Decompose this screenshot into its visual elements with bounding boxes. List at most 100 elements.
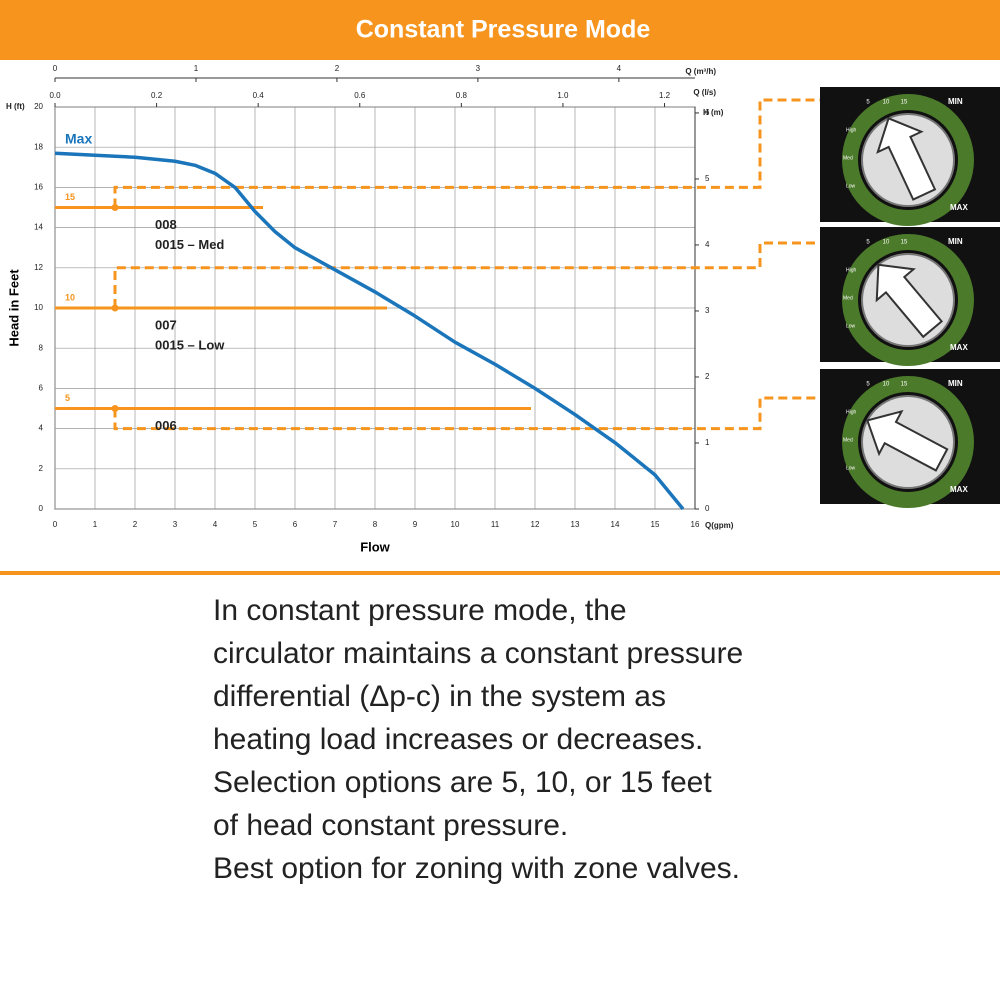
dial: MIN MAX High Med Low 5 10 15 <box>820 369 1000 508</box>
x3-tick-label: 0.8 <box>456 91 468 100</box>
x-tick-label: 3 <box>173 520 178 529</box>
dial-low: Low <box>846 323 856 329</box>
x2-tick-label: 2 <box>335 64 340 73</box>
band-connector <box>113 241 890 308</box>
description-line: differential (Δp-c) in the system as <box>213 680 666 713</box>
y-axis-title: Head in Feet <box>6 269 21 347</box>
x-tick-label: 16 <box>691 520 700 529</box>
band-connector <box>113 98 910 208</box>
dial-min: MIN <box>948 379 963 388</box>
dial-setting: 15 <box>901 382 908 388</box>
band-connector <box>113 396 870 431</box>
x2-tick-label: 1 <box>194 64 199 73</box>
x-tick-label: 11 <box>491 520 500 529</box>
x2-tick-label: 3 <box>476 64 481 73</box>
y-tick-label: 0 <box>39 504 44 513</box>
dial: MIN MAX High Med Low 5 10 15 <box>820 227 1000 366</box>
dial-setting: 5 <box>866 240 870 246</box>
dial-setting: 10 <box>883 382 890 388</box>
x3-unit-label: Q (l/s) <box>693 88 716 97</box>
x-tick-label: 12 <box>531 520 540 529</box>
dial-low: Low <box>846 183 856 189</box>
dial-setting: 15 <box>901 100 908 106</box>
level-label: 5 <box>65 393 70 403</box>
x-tick-label: 4 <box>213 520 218 529</box>
dial-pointer <box>875 263 944 339</box>
dial-max: MAX <box>950 203 968 212</box>
dial-high: High <box>846 267 857 273</box>
y-tick-label: 6 <box>39 384 44 393</box>
x-tick-label: 1 <box>93 520 98 529</box>
x-tick-label: 2 <box>133 520 138 529</box>
description-line: of head constant pressure. <box>213 809 568 842</box>
y-tick-label: 20 <box>34 102 43 111</box>
y2-tick-label: 3 <box>705 306 710 315</box>
model-label: 006 <box>155 418 177 433</box>
x-tick-label: 15 <box>651 520 660 529</box>
x-axis-title: Flow <box>360 539 390 554</box>
x-tick-label: 7 <box>333 520 338 529</box>
dial-low: Low <box>846 465 856 471</box>
dial-pointer <box>866 409 949 472</box>
x2-unit-label: Q (m³/h) <box>685 67 716 76</box>
dial-ring <box>842 376 974 508</box>
dial-ring <box>842 234 974 366</box>
x-tick-label: 5 <box>253 520 258 529</box>
x-tick-label: 9 <box>413 520 418 529</box>
dial-max: MAX <box>950 343 968 352</box>
dial-med: Med <box>843 295 853 301</box>
x3-tick-label: 0.2 <box>151 91 163 100</box>
x-unit-label: Q(gpm) <box>705 521 734 530</box>
dial-setting: 15 <box>901 240 908 246</box>
description-line: heating load increases or decreases. <box>213 723 703 756</box>
dial-setting: 10 <box>883 240 890 246</box>
x3-tick-label: 0.4 <box>253 91 265 100</box>
dial-med: Med <box>843 437 853 443</box>
x-tick-label: 6 <box>293 520 298 529</box>
dial-max: MAX <box>950 485 968 494</box>
y2-tick-label: 4 <box>705 240 710 249</box>
level-label: 10 <box>65 292 75 302</box>
x-tick-label: 13 <box>571 520 580 529</box>
level-label: 15 <box>65 192 75 202</box>
model-label: 0015 – Med <box>155 237 224 252</box>
dial-high: High <box>846 409 857 415</box>
x3-tick-label: 0.0 <box>49 91 61 100</box>
header-band <box>0 0 1000 60</box>
description-line: Best option for zoning with zone valves. <box>213 852 740 885</box>
dial-high: High <box>846 127 857 133</box>
y-unit-label: H (ft) <box>6 102 25 111</box>
y-tick-label: 14 <box>34 223 43 232</box>
y-tick-label: 2 <box>39 464 44 473</box>
x3-tick-label: 1.0 <box>557 91 569 100</box>
header-title: Constant Pressure Mode <box>356 16 651 44</box>
y2-tick-label: 0 <box>705 504 710 513</box>
dial-min: MIN <box>948 237 963 246</box>
dial-setting: 5 <box>866 100 870 106</box>
x2-tick-label: 4 <box>617 64 622 73</box>
dial-med: Med <box>843 155 853 161</box>
model-label: 008 <box>155 217 177 232</box>
y-tick-label: 18 <box>34 142 43 151</box>
x2-tick-label: 0 <box>53 64 58 73</box>
y2-unit-label: H (m) <box>703 108 724 117</box>
dial-setting: 10 <box>883 100 890 106</box>
description-line: Selection options are 5, 10, or 15 feet <box>213 766 712 799</box>
y-tick-label: 16 <box>34 183 43 192</box>
y-tick-label: 4 <box>39 424 44 433</box>
x-tick-label: 8 <box>373 520 378 529</box>
y-tick-label: 12 <box>34 263 43 272</box>
x3-tick-label: 1.2 <box>659 91 671 100</box>
dial-pointer <box>876 116 937 201</box>
y2-tick-label: 2 <box>705 372 710 381</box>
y-tick-label: 10 <box>34 303 43 312</box>
model-label: 007 <box>155 317 177 332</box>
y-tick-label: 8 <box>39 343 44 352</box>
y2-tick-label: 6 <box>705 108 710 117</box>
x-tick-label: 10 <box>451 520 460 529</box>
series-label: Max <box>65 131 92 147</box>
model-label: 0015 – Low <box>155 337 225 352</box>
x3-tick-label: 0.6 <box>354 91 366 100</box>
y2-tick-label: 5 <box>705 174 710 183</box>
